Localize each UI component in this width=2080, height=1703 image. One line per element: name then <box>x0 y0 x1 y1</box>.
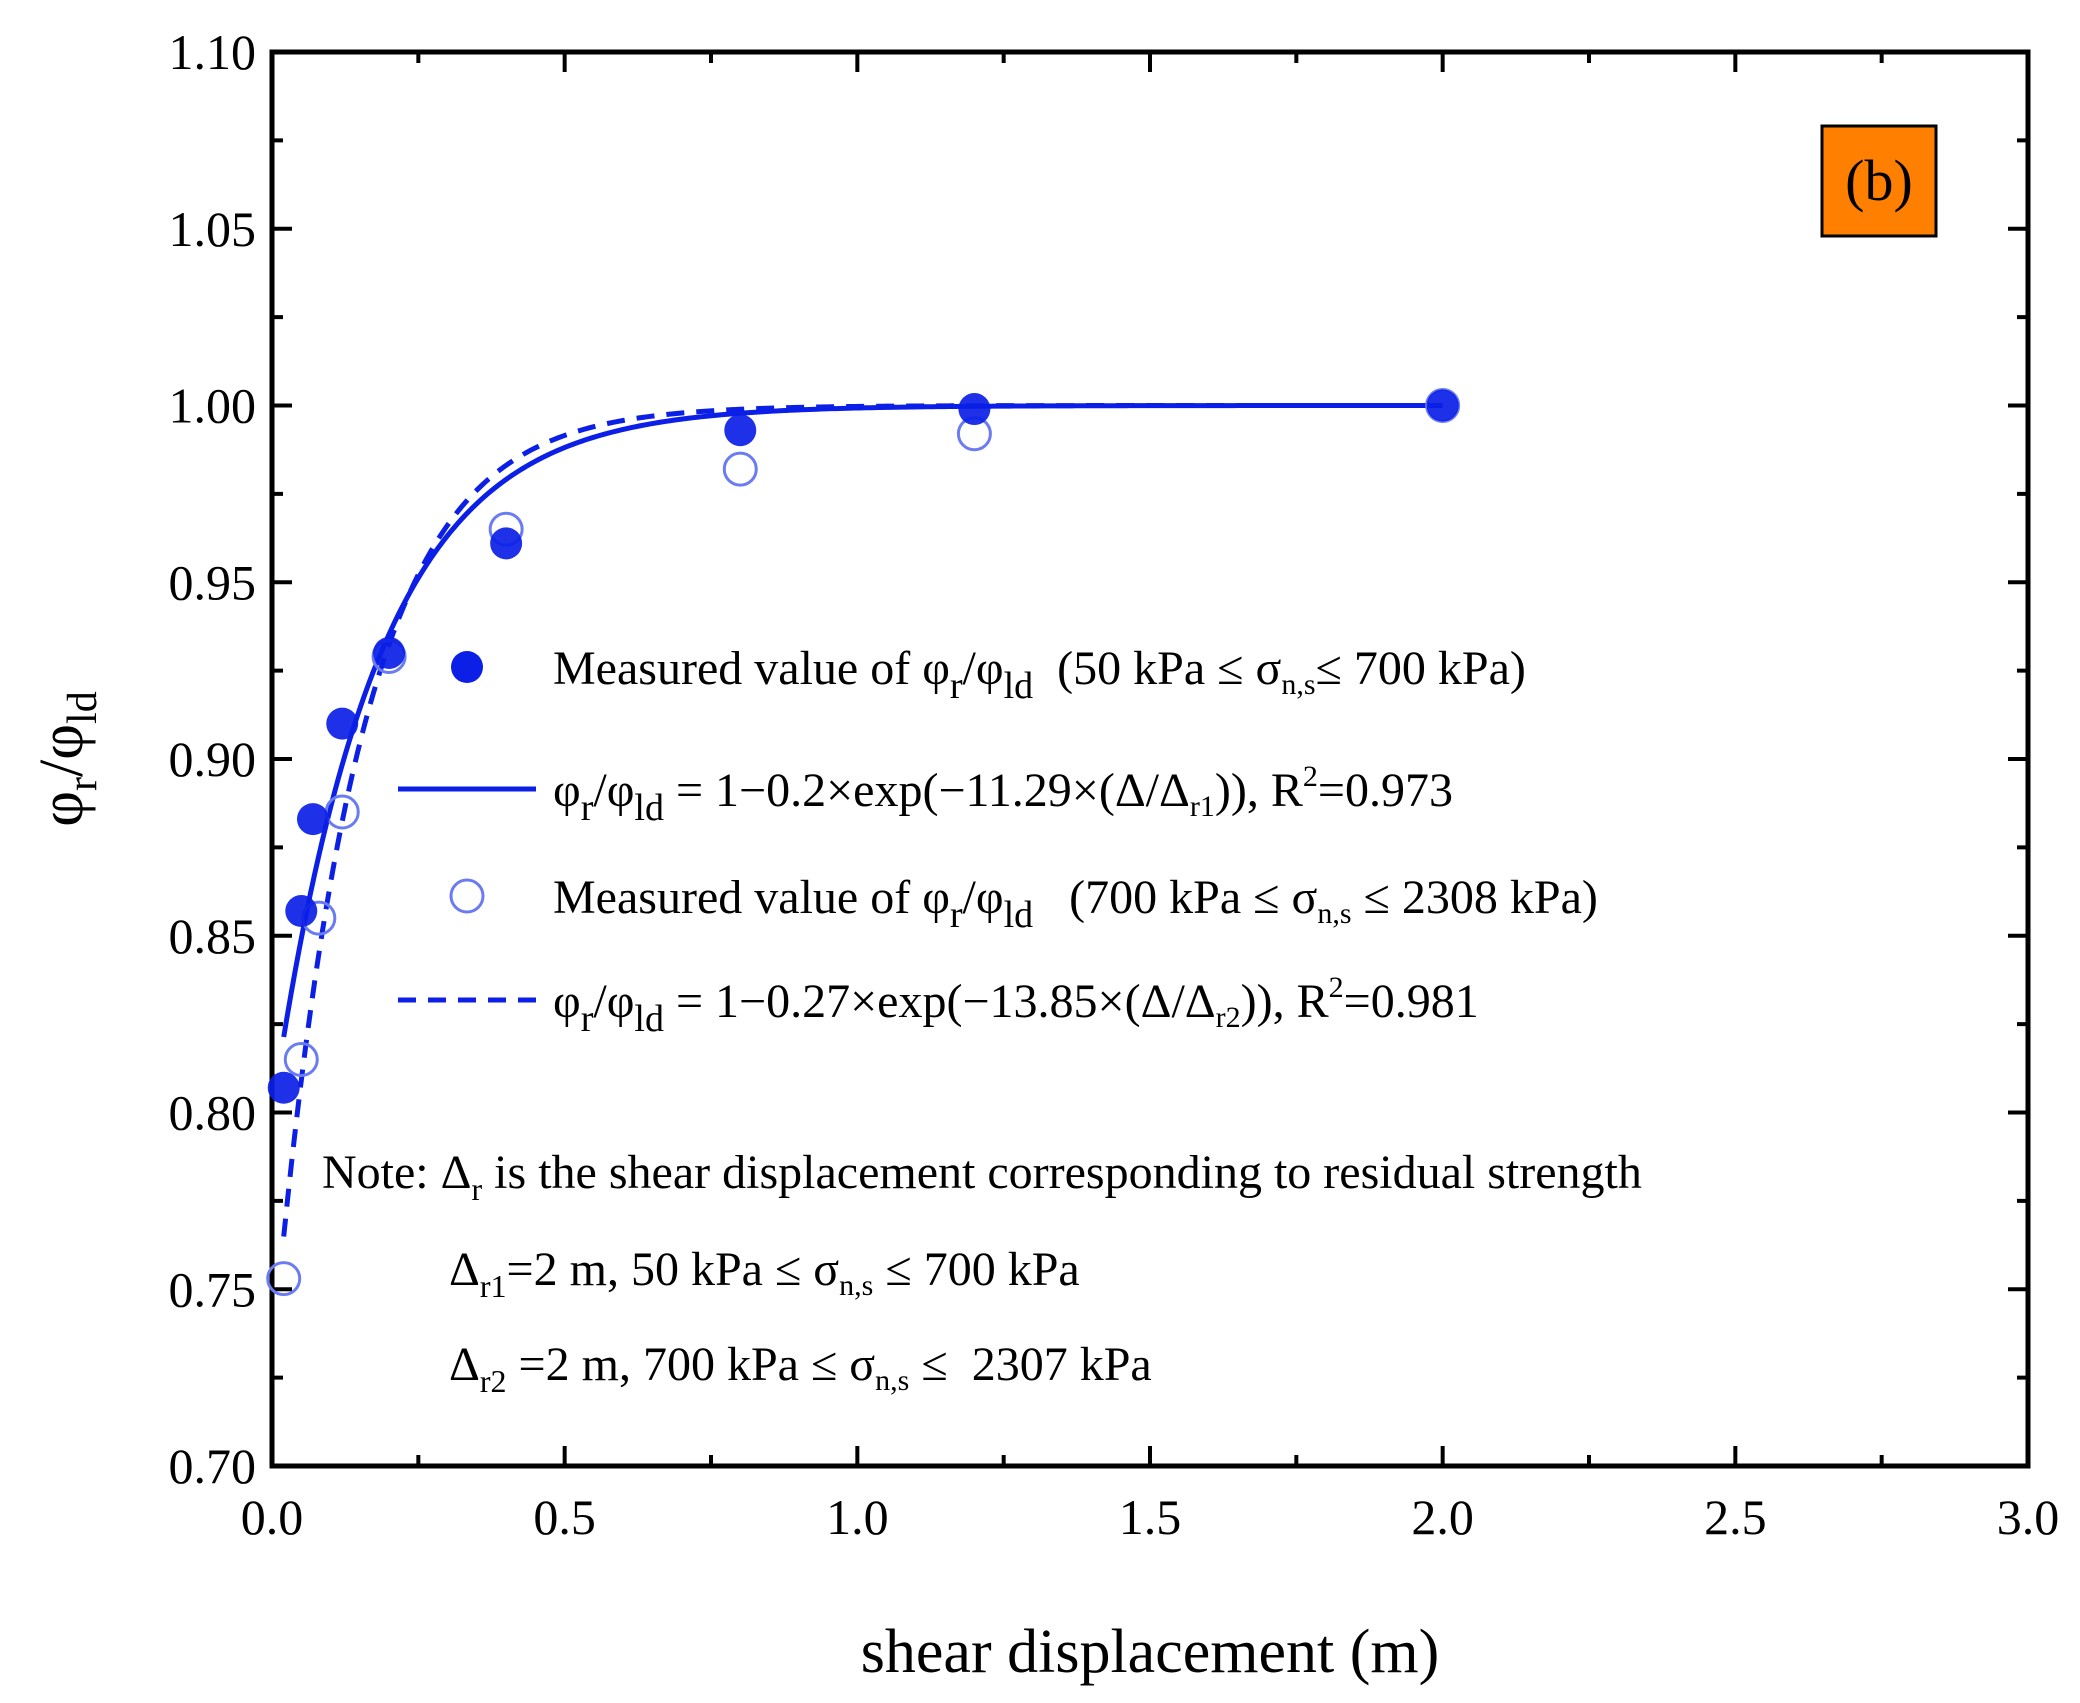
data-point-filled <box>958 393 991 426</box>
note-line-1: Note: Δr is the shear displacement corre… <box>322 1146 1642 1207</box>
data-point-hollow <box>266 1261 302 1297</box>
x-tick-label: 0.5 <box>533 1489 596 1545</box>
data-point-filled <box>724 414 757 447</box>
y-tick-label: 0.80 <box>169 1085 257 1141</box>
y-tick-label: 0.95 <box>169 554 257 610</box>
data-point-filled <box>490 527 523 560</box>
series-filled-points <box>267 389 1459 1104</box>
y-tick-label: 0.75 <box>169 1261 257 1317</box>
legend: Measured value of φr/φld (50 kPa ≤ σn,s≤… <box>398 642 1598 1040</box>
fit-curve-solid <box>281 403 1443 1038</box>
data-point-filled <box>1426 389 1459 422</box>
fit-curve-dashed <box>281 403 1443 1237</box>
y-tick-label: 0.70 <box>169 1438 257 1494</box>
x-axis-ticks: 0.0 0.5 1.0 1.5 2.0 2.5 3.0 <box>241 52 2060 1545</box>
y-tick-label: 1.00 <box>169 378 257 434</box>
data-point-filled <box>326 707 359 740</box>
x-tick-label: 2.5 <box>1704 1489 1767 1545</box>
y-axis-ticks: 0.70 0.75 0.80 0.85 0.90 0.95 1.00 1.05 1.10 <box>169 24 2028 1494</box>
data-point-hollow <box>283 1041 319 1077</box>
data-point-filled <box>285 895 318 928</box>
legend-marker-hollow <box>449 878 485 914</box>
y-tick-label: 1.05 <box>169 201 257 257</box>
y-tick-label: 0.85 <box>169 908 257 964</box>
data-point-filled <box>267 1071 300 1104</box>
x-tick-label: 1.0 <box>826 1489 889 1545</box>
notes: Note: Δr is the shear displacement corre… <box>322 1146 1642 1399</box>
panel-label-text: (b) <box>1845 148 1913 213</box>
note-line-2: Δr1=2 m, 50 kPa ≤ σn,s ≤ 700 kPa <box>449 1243 1080 1304</box>
y-tick-label: 1.10 <box>169 24 257 80</box>
data-point-filled <box>296 803 329 836</box>
x-tick-label: 3.0 <box>1997 1489 2060 1545</box>
panel-label: (b) <box>1820 124 1938 238</box>
data-point-hollow <box>722 451 758 487</box>
x-tick-label: 2.0 <box>1411 1489 1474 1545</box>
legend-entry-3: Measured value of φr/φld (700 kPa ≤ σn,s… <box>553 871 1598 936</box>
legend-entry-1: Measured value of φr/φld (50 kPa ≤ σn,s≤… <box>553 642 1526 707</box>
x-axis-title: shear displacement (m) <box>861 1618 1439 1686</box>
legend-entry-4: φr/φld = 1−0.27×exp(−13.85×(Δ/Δr2)), R2=… <box>553 971 1479 1040</box>
legend-entry-2: φr/φld = 1−0.2×exp(−11.29×(Δ/Δr1)), R2=0… <box>553 760 1453 829</box>
fitted-curves <box>281 403 1443 1237</box>
data-point-filled <box>373 636 406 669</box>
panel-label-box <box>1820 124 1938 238</box>
x-tick-label: 0.0 <box>241 1489 304 1545</box>
note-line-3: Δr2 =2 m, 700 kPa ≤ σn,s ≤ 2307 kPa <box>449 1338 1152 1399</box>
legend-marker-filled <box>451 651 483 683</box>
x-tick-label: 1.5 <box>1119 1489 1182 1545</box>
y-tick-label: 0.90 <box>169 731 257 787</box>
y-axis-title: φr/φld <box>28 691 106 826</box>
